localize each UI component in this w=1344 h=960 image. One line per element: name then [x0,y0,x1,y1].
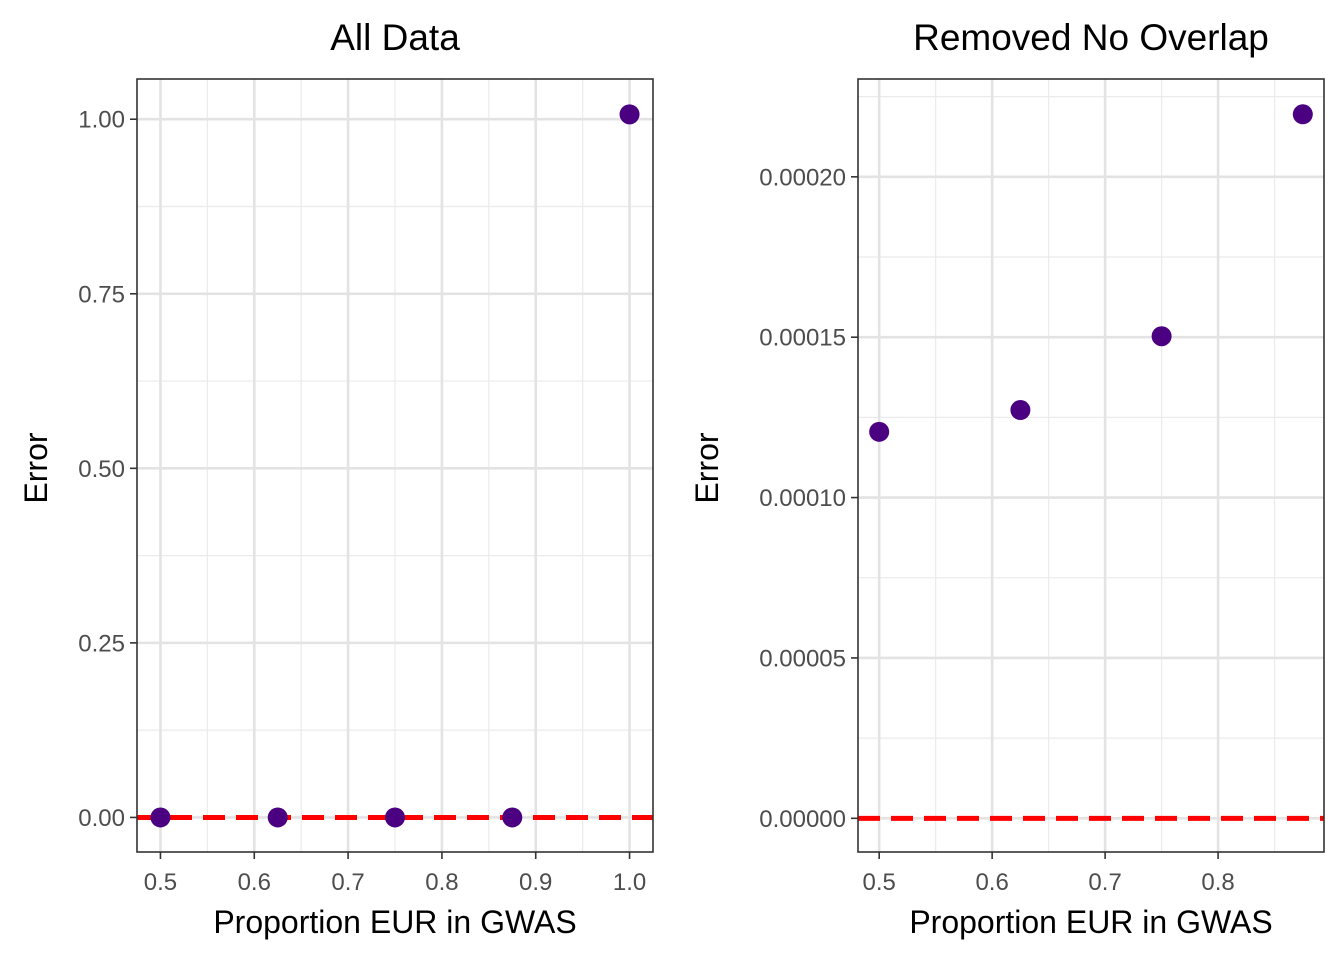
panel-border [136,78,654,853]
y-tick-label: 0.00020 [759,164,846,191]
x-tick-label: 0.8 [1201,869,1234,896]
y-axis-label: Error [689,432,725,503]
data-point [1010,400,1031,421]
data-point [1151,326,1172,347]
panel-title: All Data [330,17,460,58]
plot-background [858,79,1324,852]
panel-border [857,78,1325,853]
x-tick-label: 0.9 [519,869,552,896]
data-point [869,421,890,442]
y-tick-label: 1.00 [78,107,125,134]
y-tick-label: 0.50 [78,456,125,483]
x-tick-label: 1.0 [613,869,646,896]
x-axis-label: Proportion EUR in GWAS [213,904,576,940]
y-tick-label: 0.25 [78,630,125,657]
x-tick-label: 0.6 [975,869,1008,896]
data-point [385,807,405,828]
data-point [1292,104,1313,125]
y-tick-label: 0.75 [78,281,125,308]
panel-removed-no-overlap: 0.5 0.6 0.7 0.8 0.00000 0.00005 0.00010 0.00015… [689,17,1325,940]
y-tick-label: 0.00000 [759,806,846,833]
data-point [619,104,640,125]
x-tick-label: 0.5 [862,869,895,896]
data-point [267,807,288,828]
x-tick-label: 0.8 [425,869,458,896]
x-tick-label: 0.7 [331,869,364,896]
data-point [150,807,171,828]
x-tick-label: 0.6 [238,869,271,896]
y-tick-label: 0.00005 [759,645,846,672]
y-tick-label: 0.00010 [759,485,846,512]
panel-title: Removed No Overlap [913,17,1269,58]
y-axis-label: Error [18,432,54,503]
x-axis-label: Proportion EUR in GWAS [909,904,1272,940]
data-point [502,807,523,828]
y-tick-label: 0.00015 [759,325,846,352]
y-tick-label: 0.00 [78,805,125,832]
panel-all-data: 0.5 0.6 0.7 0.8 0.9 1.0 0.00 0.25 0.50 0.75 1.00 Al… [18,17,654,940]
x-tick-label: 0.7 [1088,869,1121,896]
x-tick-label: 0.5 [144,869,177,896]
